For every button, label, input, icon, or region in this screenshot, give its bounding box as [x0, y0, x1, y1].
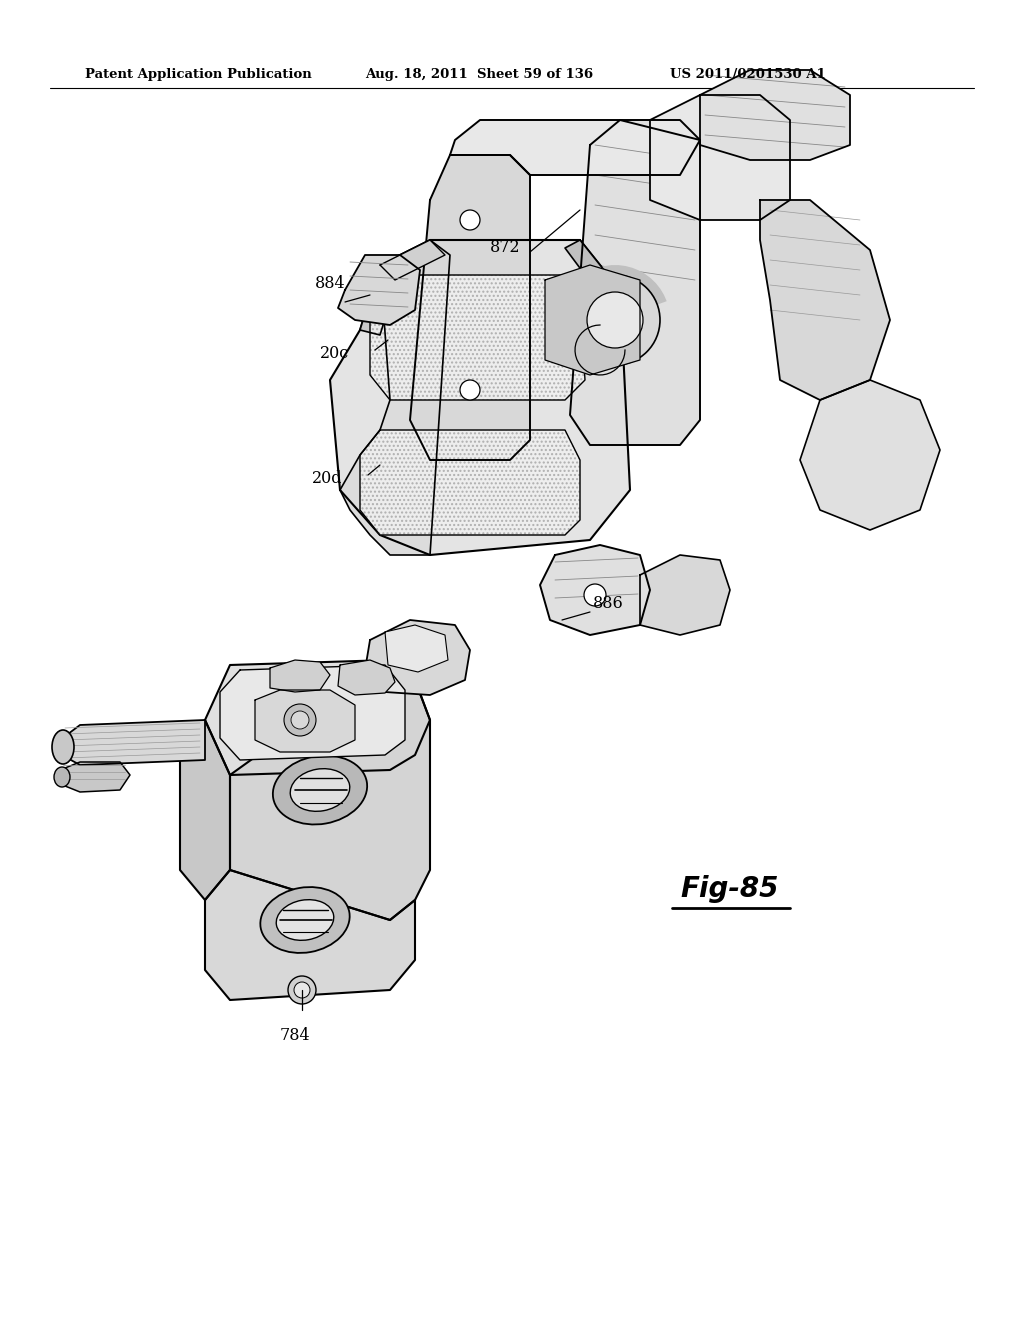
Text: 784: 784: [280, 1027, 310, 1044]
Polygon shape: [360, 430, 580, 535]
Text: Aug. 18, 2011  Sheet 59 of 136: Aug. 18, 2011 Sheet 59 of 136: [365, 69, 593, 81]
Circle shape: [460, 380, 480, 400]
Polygon shape: [60, 719, 205, 766]
Ellipse shape: [54, 767, 70, 787]
Polygon shape: [370, 275, 585, 400]
Polygon shape: [570, 120, 700, 445]
Circle shape: [570, 275, 660, 366]
Ellipse shape: [260, 887, 349, 953]
Polygon shape: [330, 240, 630, 554]
Polygon shape: [540, 545, 650, 635]
Text: 884: 884: [315, 275, 346, 292]
Circle shape: [288, 975, 316, 1005]
Polygon shape: [230, 660, 430, 920]
Text: Fig-85: Fig-85: [680, 875, 778, 903]
Polygon shape: [338, 255, 420, 325]
Polygon shape: [800, 380, 940, 531]
Ellipse shape: [52, 730, 74, 764]
Text: US 2011/0201530 A1: US 2011/0201530 A1: [670, 69, 825, 81]
Polygon shape: [180, 719, 230, 900]
Polygon shape: [365, 620, 470, 696]
Polygon shape: [450, 120, 700, 176]
Polygon shape: [760, 201, 890, 400]
Text: 872: 872: [490, 239, 520, 256]
Polygon shape: [545, 265, 640, 375]
Circle shape: [294, 982, 310, 998]
Ellipse shape: [272, 755, 368, 825]
Polygon shape: [255, 690, 355, 752]
Circle shape: [460, 210, 480, 230]
Polygon shape: [640, 554, 730, 635]
Polygon shape: [385, 624, 449, 672]
Polygon shape: [270, 660, 330, 692]
Polygon shape: [340, 240, 450, 554]
Polygon shape: [205, 870, 415, 1001]
Polygon shape: [700, 70, 850, 160]
Circle shape: [291, 711, 309, 729]
Ellipse shape: [276, 900, 334, 940]
Polygon shape: [380, 240, 445, 280]
Polygon shape: [220, 665, 406, 760]
Circle shape: [284, 704, 316, 737]
Circle shape: [584, 583, 606, 606]
Polygon shape: [410, 154, 530, 459]
Ellipse shape: [290, 768, 350, 812]
Polygon shape: [205, 660, 430, 775]
Polygon shape: [563, 265, 667, 319]
Circle shape: [587, 292, 643, 348]
Polygon shape: [650, 95, 790, 220]
Polygon shape: [565, 240, 620, 294]
Polygon shape: [338, 660, 395, 696]
Polygon shape: [60, 762, 130, 792]
Text: Patent Application Publication: Patent Application Publication: [85, 69, 311, 81]
Text: 20c: 20c: [319, 345, 349, 362]
Polygon shape: [360, 265, 400, 335]
Text: 20d: 20d: [312, 470, 342, 487]
Text: 886: 886: [593, 595, 624, 612]
